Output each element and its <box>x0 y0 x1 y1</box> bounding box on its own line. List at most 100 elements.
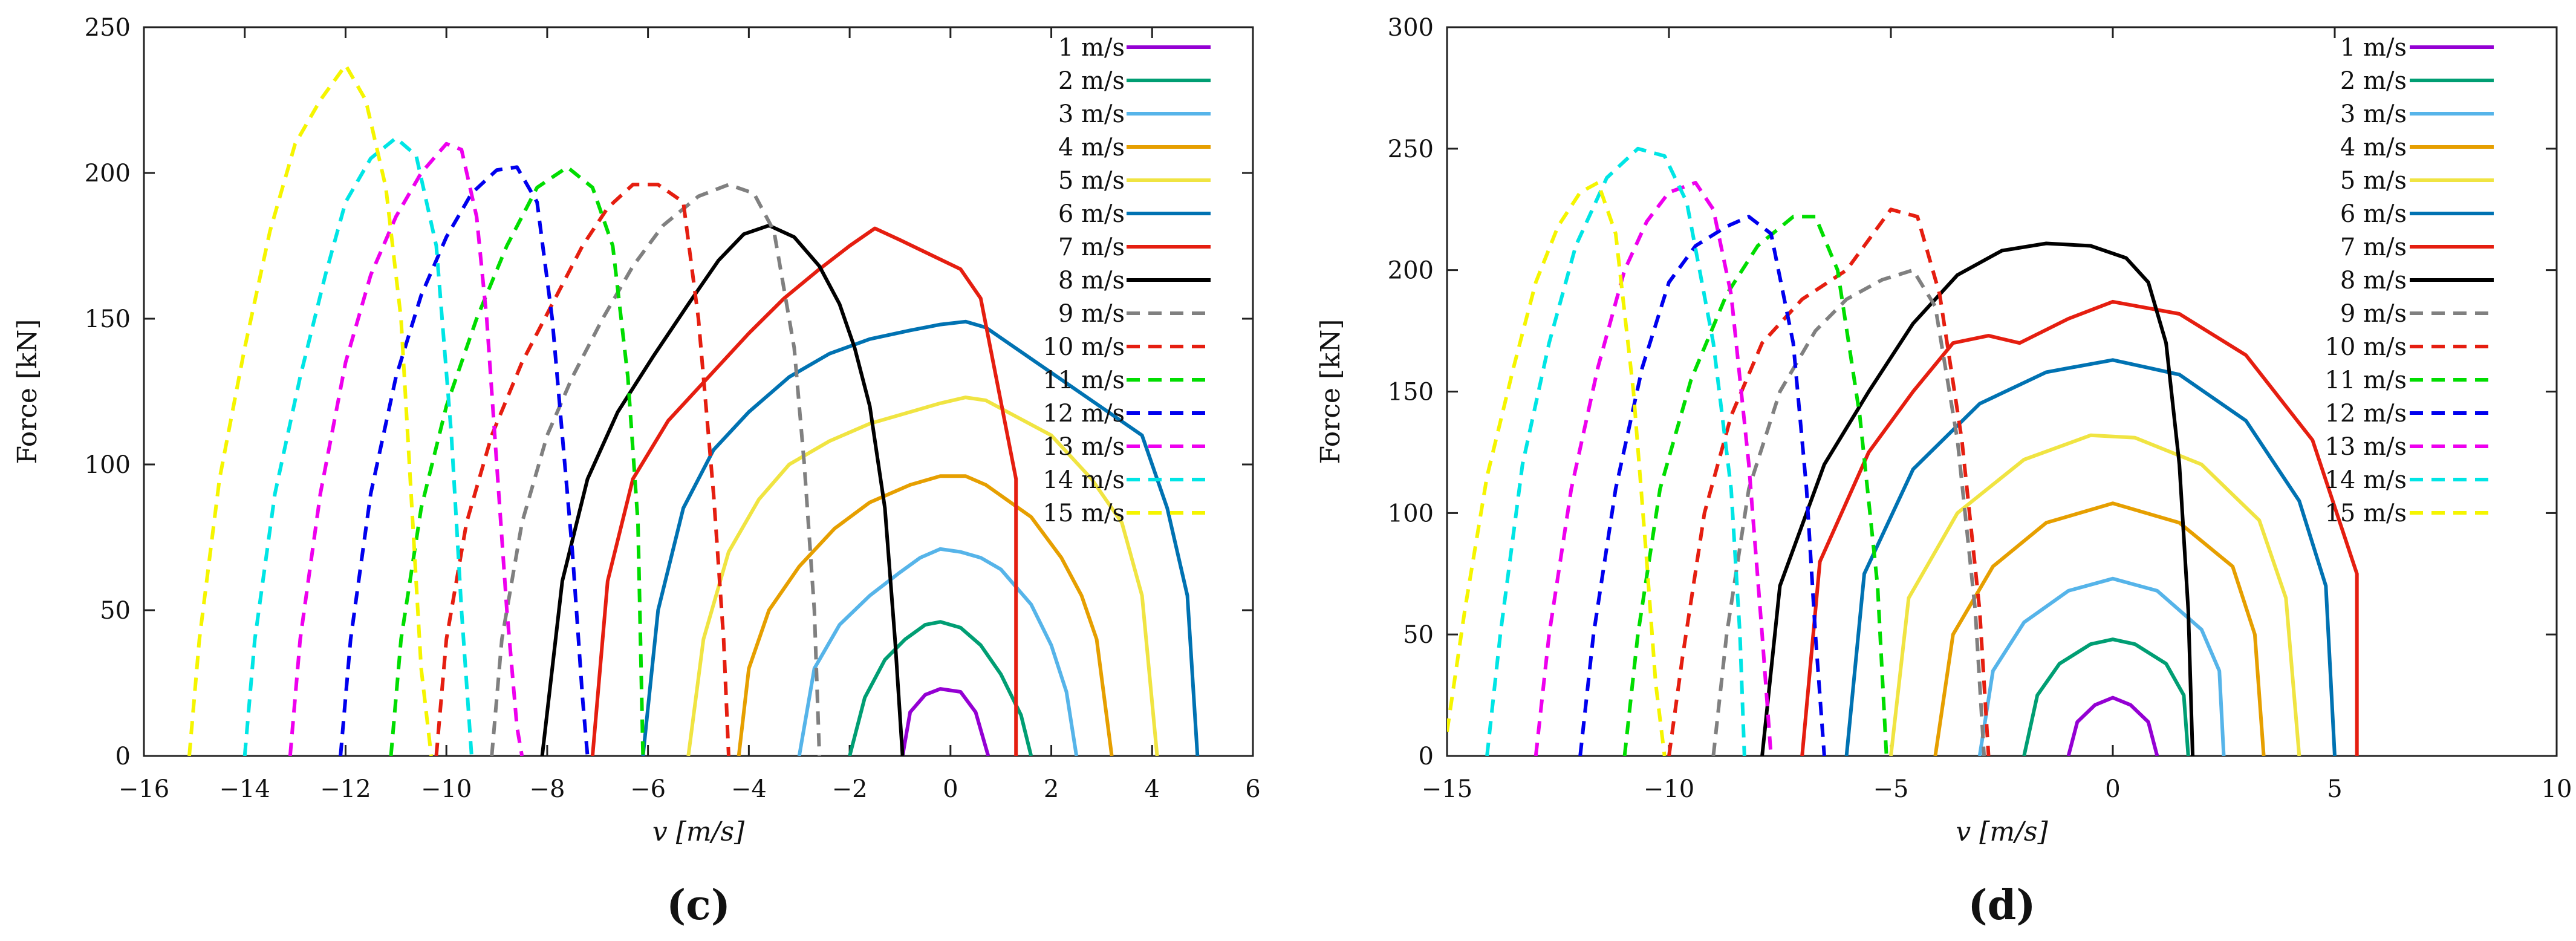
legend-label: 9 m/s <box>2340 300 2407 328</box>
legend-label: 5 m/s <box>2340 167 2407 195</box>
legend-label: 11 m/s <box>2324 366 2407 394</box>
panel-label: (d) <box>1968 881 2036 930</box>
legend-label: 2 m/s <box>1058 67 1125 95</box>
legend-label: 3 m/s <box>1058 100 1125 128</box>
legend-label: 12 m/s <box>1042 400 1125 428</box>
x-tick-label: −15 <box>1422 775 1472 803</box>
x-tick-label: −4 <box>731 775 767 803</box>
x-tick-label: 2 <box>1044 775 1059 803</box>
y-tick-label: 100 <box>1388 500 1434 527</box>
y-tick-label: 250 <box>85 14 131 42</box>
y-axis-label: Force [kN] <box>1315 319 1346 464</box>
series-line-8-m-s <box>540 223 905 756</box>
series-line-3-m-s <box>797 547 1079 756</box>
legend-label: 10 m/s <box>2324 333 2407 361</box>
y-tick-label: 150 <box>1388 379 1434 406</box>
x-tick-label: 6 <box>1245 775 1260 803</box>
series-line-6-m-s <box>1844 358 2337 756</box>
legend-label: 13 m/s <box>2324 433 2407 461</box>
y-tick-label: 0 <box>1419 743 1434 770</box>
legend-label: 10 m/s <box>1042 333 1125 361</box>
series-line-9-m-s <box>490 183 822 756</box>
y-tick-label: 50 <box>1403 621 1434 649</box>
series-line-5-m-s <box>1889 433 2301 756</box>
legend-label: 8 m/s <box>1058 267 1125 295</box>
series-group <box>187 63 1200 756</box>
legend-label: 4 m/s <box>1058 134 1125 161</box>
series-line-1-m-s <box>900 687 990 756</box>
series-group <box>1447 146 2359 756</box>
legend-label: 1 m/s <box>2340 34 2407 62</box>
series-line-12-m-s <box>339 165 590 756</box>
y-tick-label: 50 <box>100 597 131 625</box>
series-line-14-m-s <box>242 136 473 756</box>
y-axis-label: Force [kN] <box>12 319 43 464</box>
y-tick-label: 200 <box>85 160 131 187</box>
x-tick-label: −12 <box>320 775 371 803</box>
legend-label: 6 m/s <box>2340 200 2407 228</box>
series-line-15-m-s <box>1447 181 1667 756</box>
x-tick-label: 0 <box>2105 775 2120 803</box>
legend-label: 11 m/s <box>1042 366 1125 394</box>
legend-label: 4 m/s <box>2340 134 2407 161</box>
series-line-5-m-s <box>686 396 1159 756</box>
x-tick-label: −6 <box>630 775 666 803</box>
series-line-15-m-s <box>187 63 434 756</box>
legend-label: 14 m/s <box>2324 466 2407 494</box>
series-line-2-m-s <box>2022 637 2190 756</box>
series-line-14-m-s <box>1485 146 1746 756</box>
series-line-9-m-s <box>1711 268 1986 756</box>
series-line-7-m-s <box>590 226 1018 756</box>
series-line-13-m-s <box>1534 181 1773 756</box>
x-tick-label: 10 <box>2542 775 2572 803</box>
x-tick-label: −16 <box>119 775 169 803</box>
x-tick-label: −14 <box>220 775 270 803</box>
x-axis-label: v [m/s] <box>652 816 745 847</box>
y-tick-label: 150 <box>85 305 131 333</box>
legend-label: 15 m/s <box>1042 500 1125 527</box>
series-line-6-m-s <box>641 319 1200 756</box>
y-tick-label: 200 <box>1388 257 1434 285</box>
plot-frame <box>143 26 1254 757</box>
series-line-2-m-s <box>848 620 1033 756</box>
y-tick-label: 250 <box>1388 135 1434 163</box>
x-tick-label: −8 <box>529 775 565 803</box>
series-line-4-m-s <box>737 474 1114 756</box>
series-line-13-m-s <box>288 142 524 756</box>
legend-label: 1 m/s <box>1058 34 1125 62</box>
chart-panel-c: −16 −14 −12 −10 −8 −6 −4 −2 0 2 4 6 0 50 100 150 200 250 v… <box>12 14 1261 930</box>
series-line-3-m-s <box>1977 576 2226 756</box>
series-line-7-m-s <box>1800 299 2359 756</box>
series-line-11-m-s <box>389 165 645 756</box>
legend-label: 7 m/s <box>1058 233 1125 261</box>
legend-label: 6 m/s <box>1058 200 1125 228</box>
legend-label: 15 m/s <box>2324 500 2407 527</box>
legend-label: 5 m/s <box>1058 167 1125 195</box>
x-tick-label: −10 <box>1644 775 1694 803</box>
legend-label: 8 m/s <box>2340 267 2407 295</box>
x-tick-label: 5 <box>2327 775 2342 803</box>
legend-label: 12 m/s <box>2324 400 2407 428</box>
legend-label: 7 m/s <box>2340 233 2407 261</box>
y-tick-label: 300 <box>1388 14 1434 42</box>
series-line-1-m-s <box>2066 695 2159 756</box>
series-line-12-m-s <box>1578 215 1826 756</box>
legend-label: 3 m/s <box>2340 100 2407 128</box>
x-tick-label: −5 <box>1873 775 1909 803</box>
panel-label: (c) <box>666 881 730 930</box>
x-tick-label: −2 <box>832 775 868 803</box>
series-line-8-m-s <box>1760 241 2195 756</box>
x-axis-label: v [m/s] <box>1956 816 2048 847</box>
series-line-11-m-s <box>1622 215 1888 756</box>
x-tick-label: 4 <box>1145 775 1160 803</box>
legend-label: 2 m/s <box>2340 67 2407 95</box>
legend-label: 9 m/s <box>1058 300 1125 328</box>
series-line-10-m-s <box>434 183 730 756</box>
y-tick-label: 0 <box>115 743 131 770</box>
legend-label: 14 m/s <box>1042 466 1125 494</box>
x-tick-label: 0 <box>943 775 958 803</box>
y-tick-label: 100 <box>85 451 131 479</box>
